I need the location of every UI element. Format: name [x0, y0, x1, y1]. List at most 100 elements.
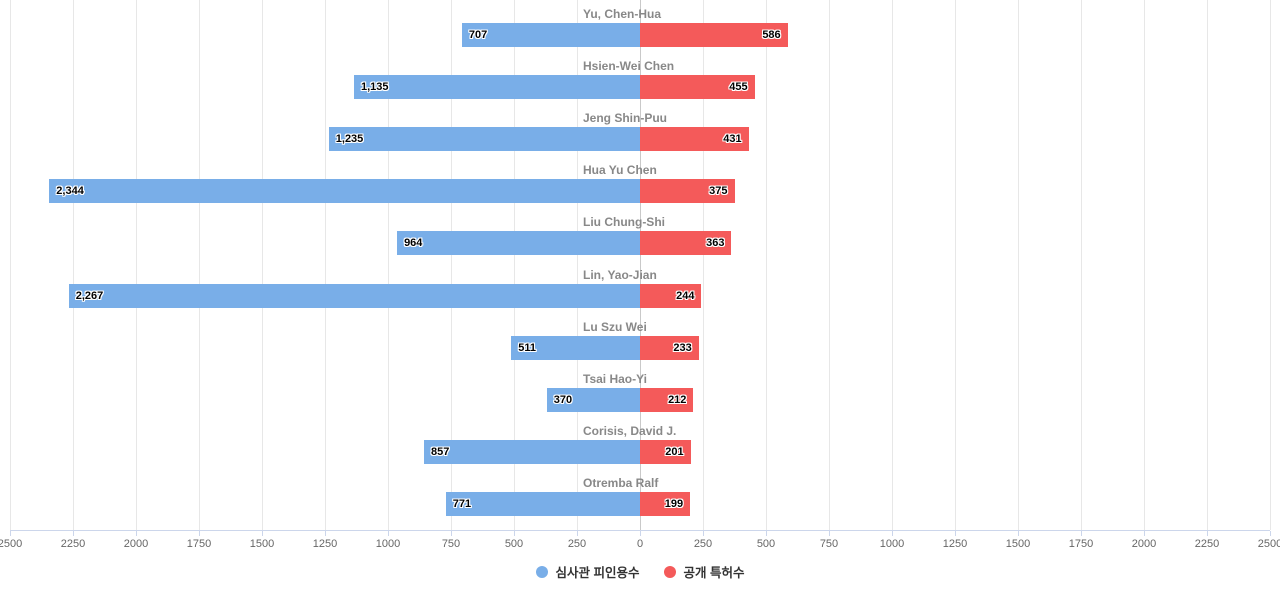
x-axis: 2500 2250 2000 1750 1500 1250 1000 750 500 250 0 25… — [0, 530, 1280, 550]
axis-tick — [1018, 531, 1019, 536]
grid-line — [388, 0, 389, 530]
grid-line — [955, 0, 956, 530]
value-label: 586 — [762, 29, 781, 41]
axis-tick-label: 750 — [819, 538, 839, 550]
axis-tick-label: 750 — [441, 538, 461, 550]
axis-tick-label: 1250 — [942, 538, 968, 550]
category-label: Yu, Chen-Hua — [583, 7, 662, 21]
value-label: 375 — [709, 185, 728, 198]
plot-area: Yu, Chen-Hua 707 586 Hsien-Wei Chen 1,135 455… — [10, 0, 1271, 530]
bar-left-segment: 2,267 — [68, 283, 640, 308]
legend-item[interactable]: 공개 특허수 — [663, 562, 745, 581]
axis-tick-label: 1000 — [375, 538, 401, 550]
category-label: Lu Szu Wei — [583, 319, 647, 334]
axis-tick-label: 1500 — [249, 538, 275, 550]
grid-line — [325, 0, 326, 530]
bar-left-segment: 1,135 — [353, 75, 640, 100]
value-label: 455 — [729, 81, 748, 94]
grid-line — [1081, 0, 1082, 530]
axis-tick-label: 2500 — [1257, 538, 1280, 550]
category-label: Hua Yu Chen — [583, 163, 657, 178]
bar-right-segment: 199 — [640, 491, 691, 516]
bar-left-segment: 771 — [445, 491, 640, 516]
axis-tick — [262, 531, 263, 536]
grid-line — [262, 0, 263, 530]
axis-tick — [1144, 531, 1145, 536]
grid-line — [136, 0, 137, 530]
value-label: 1,135 — [360, 81, 389, 94]
value-label: 212 — [668, 393, 687, 406]
value-label: 2,267 — [75, 289, 104, 302]
value-label: 511 — [518, 341, 536, 354]
legend-item[interactable]: 심사관 피인용수 — [535, 562, 640, 581]
grid-line — [1207, 0, 1208, 530]
bar-left-segment: 1,235 — [328, 127, 640, 152]
value-label: 1,235 — [335, 133, 364, 146]
bar-left-segment: 370 — [546, 387, 640, 412]
grid-line — [703, 0, 704, 530]
bar-right-segment: 201 — [640, 439, 691, 464]
axis-tick — [451, 531, 452, 536]
value-label: 201 — [665, 445, 684, 458]
bar-right-segment: 244 — [640, 283, 702, 308]
bar-right-segment: 233 — [640, 335, 699, 360]
axis-tick — [136, 531, 137, 536]
bar-left-segment: 857 — [424, 439, 640, 464]
category-label: Lin, Yao-Jian — [583, 267, 657, 282]
bar-right-segment: 431 — [640, 127, 749, 152]
axis-tick-label: 1500 — [1005, 538, 1031, 550]
grid-line — [829, 0, 830, 530]
axis-tick-label: 500 — [756, 538, 776, 550]
value-label: 370 — [553, 393, 573, 406]
grid-line — [451, 0, 452, 530]
category-label: Tsai Hao-Yi — [583, 371, 648, 386]
grid-line — [73, 0, 74, 530]
axis-tick-label: 1750 — [1068, 538, 1094, 550]
axis-tick — [1207, 531, 1208, 536]
value-label: 964 — [404, 237, 423, 250]
legend-item-label: 공개 특허수 — [683, 566, 745, 580]
axis-tick — [10, 531, 11, 536]
grid-line — [1144, 0, 1145, 530]
axis-tick — [955, 531, 956, 536]
axis-tick-label: 1000 — [879, 538, 905, 550]
value-label: 199 — [664, 497, 684, 510]
category-label: Corisis, David J. — [583, 423, 677, 438]
value-label: 244 — [676, 289, 695, 302]
zero-grid-line — [640, 0, 641, 530]
axis-tick — [640, 531, 641, 536]
bar-right-segment: 375 — [640, 179, 735, 204]
value-label: 431 — [723, 133, 742, 146]
axis-tick — [829, 531, 830, 536]
bar-right-segment: 586 — [640, 23, 788, 47]
value-label: 857 — [431, 445, 450, 458]
axis-tick-label: 250 — [693, 538, 713, 550]
grid-line — [766, 0, 767, 530]
axis-tick-label: 2250 — [60, 538, 86, 550]
axis-tick-label: 2000 — [1131, 538, 1157, 550]
axis-tick — [325, 531, 326, 536]
axis-tick-label: 500 — [504, 538, 524, 550]
category-label: Jeng Shin-Puu — [583, 111, 667, 126]
axis-tick — [73, 531, 74, 536]
axis-tick — [199, 531, 200, 536]
category-label: Liu Chung-Shi — [583, 215, 665, 230]
value-label: 771 — [452, 497, 472, 510]
axis-tick — [1270, 531, 1271, 536]
grid-line — [1018, 0, 1019, 530]
axis-tick-label: 1750 — [186, 538, 212, 550]
axis-tick-label: 0 — [636, 538, 644, 550]
bar-left-segment: 964 — [397, 231, 640, 256]
bar-right-segment: 212 — [640, 387, 694, 412]
grid-line — [577, 0, 578, 530]
axis-tick — [703, 531, 704, 536]
value-label: 2,344 — [56, 185, 84, 198]
bar-left-segment: 2,344 — [49, 179, 640, 204]
grid-line — [10, 0, 11, 530]
bar-left-segment: 707 — [461, 23, 640, 47]
axis-tick — [892, 531, 893, 536]
bar-right-segment: 455 — [640, 75, 755, 100]
value-label: 707 — [468, 29, 488, 41]
legend-dot-icon — [663, 565, 676, 578]
